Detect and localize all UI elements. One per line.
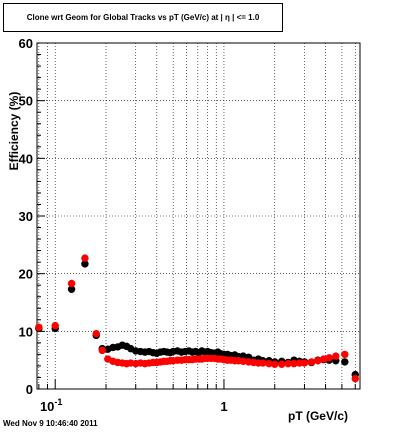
y-axis-label: Efficiency (%) <box>7 92 21 171</box>
red-data-point <box>35 323 43 331</box>
red-data-point <box>314 357 322 365</box>
plot-frame <box>36 42 361 390</box>
red-data-point <box>290 359 298 368</box>
red-data-point <box>332 352 340 360</box>
red-data-point <box>284 359 292 368</box>
red-data-point <box>307 358 316 366</box>
axes: 0 10 20 30 40 50 60 10-1 1 <box>19 36 356 414</box>
red-data-point <box>67 279 76 288</box>
red-data-point <box>295 359 304 367</box>
footer-timestamp: Wed Nov 9 10:46:40 2011 <box>3 419 98 428</box>
chart-title-box: Clone wrt Geom for Global Tracks vs pT (… <box>3 3 283 32</box>
red-data-point <box>92 329 100 338</box>
red-data-point <box>341 350 349 359</box>
y-tick-label: 50 <box>19 94 33 109</box>
red-data-point <box>259 359 267 367</box>
black-data-point <box>341 358 349 366</box>
x-tick-label: 1 <box>220 399 227 414</box>
y-tick-label: 20 <box>19 267 33 282</box>
red-data-point <box>81 254 89 262</box>
chart-title: Clone wrt Geom for Global Tracks vs pT (… <box>26 13 260 22</box>
data-marks <box>35 254 359 383</box>
red-data-point <box>300 359 309 367</box>
y-tick-label: 0 <box>26 382 33 397</box>
y-tick-label: 30 <box>19 209 33 224</box>
black-data-point <box>67 285 76 293</box>
red-data-point <box>51 321 59 330</box>
y-tick-label: 60 <box>19 36 33 51</box>
x-axis-label: pT (GeV/c) <box>288 409 348 423</box>
red-data-point <box>325 354 333 362</box>
red-data-point <box>265 359 273 368</box>
red-data-point <box>351 374 359 383</box>
black-data-point <box>81 260 89 268</box>
red-data-point <box>278 360 286 368</box>
red-data-point <box>271 360 279 368</box>
y-tick-label: 40 <box>19 151 33 166</box>
x-tick-label: 10-1 <box>40 397 62 414</box>
grid-lines <box>37 43 360 389</box>
y-tick-label: 10 <box>19 324 33 339</box>
red-data-point <box>239 357 247 366</box>
red-data-point <box>98 346 106 355</box>
